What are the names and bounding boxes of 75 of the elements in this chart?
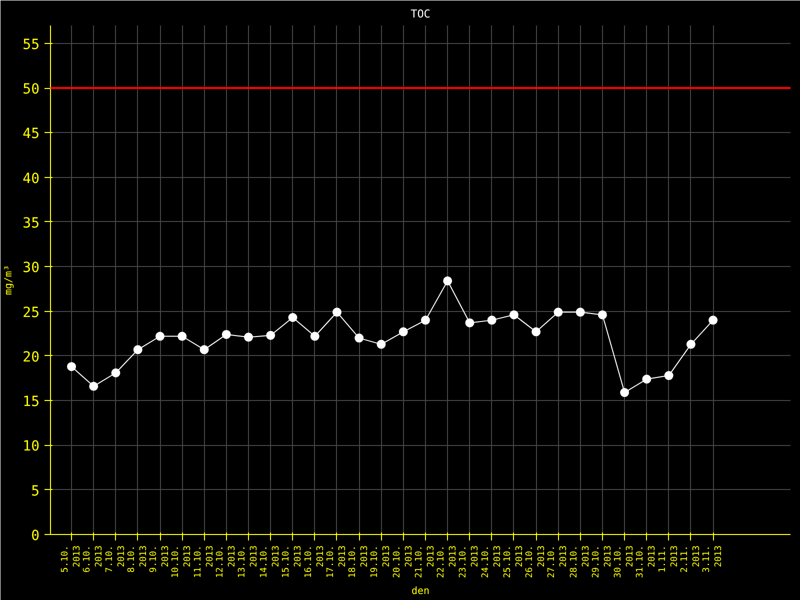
point [598, 310, 607, 320]
point [111, 368, 120, 378]
point [532, 327, 541, 336]
point [310, 332, 320, 341]
x-tick-label: 7.10. 2013 [104, 545, 127, 573]
point [178, 332, 187, 341]
x-tick-label: 1.11. 2013 [658, 545, 680, 573]
x-tick-label: 2.11. 2013 [680, 545, 702, 573]
point [487, 316, 496, 325]
x-tick-label: 21.10. 2013 [414, 545, 436, 578]
y-axis-title: mg/m³ [4, 264, 15, 296]
x-tick-label: 19.10. 2013 [370, 545, 392, 578]
x-tick-label: 17.10. 2013 [326, 545, 348, 578]
point [133, 345, 142, 354]
point [376, 340, 386, 349]
y-tick-label: 40 [22, 170, 40, 187]
point [332, 308, 342, 317]
point [664, 371, 674, 380]
y-tick-label: 20 [22, 349, 40, 366]
x-tick-label: 13.10. 2013 [237, 545, 260, 578]
y-tick-label: 50 [22, 82, 40, 98]
y-tick-label: 30 [22, 260, 40, 276]
x-tick-label: 29.10. 2013 [591, 545, 614, 578]
point [288, 313, 298, 322]
point [67, 362, 76, 372]
x-tick-label: 25.10. 2013 [502, 545, 525, 578]
x-tick-label: 24.10. 2013 [480, 545, 503, 578]
y-tick-label: 0 [31, 528, 40, 544]
point [398, 327, 408, 336]
x-axis-title: den [411, 586, 430, 598]
point [443, 276, 452, 286]
point [354, 334, 364, 343]
y-tick-label: 45 [22, 126, 40, 142]
point [509, 310, 518, 320]
point [686, 340, 696, 349]
x-tick-label: 16.10. 2013 [304, 545, 326, 578]
point [156, 332, 165, 341]
x-tick-label: 12.10. 2013 [215, 545, 238, 578]
chart-title: TOC [410, 8, 430, 20]
x-tick-label: 26.10. 2013 [525, 545, 548, 578]
point [200, 345, 209, 354]
point [642, 374, 652, 384]
x-tick-label: 23.10. 2013 [458, 545, 481, 578]
point [89, 382, 98, 391]
x-tick-label: 5.10. 2013 [60, 545, 83, 573]
x-tick-label: 28.10. 2013 [569, 545, 592, 578]
x-tick-label: 14.10. 2013 [260, 545, 282, 578]
x-tick-label: 6.10. 2013 [82, 545, 105, 573]
x-tick-label: 20.10. 2013 [392, 545, 414, 578]
point [708, 316, 718, 325]
y-tick-label: 35 [22, 215, 40, 232]
x-tick-label: 18.10. 2013 [348, 545, 370, 578]
point [465, 318, 474, 328]
point [222, 330, 231, 339]
y-tick-label: 5 [31, 483, 40, 500]
x-tick-label: 8.10. 2013 [126, 545, 149, 573]
x-tick-label: 22.10. 2013 [436, 545, 459, 578]
x-tick-label: 27.10. 2013 [547, 545, 570, 578]
point [576, 308, 585, 317]
y-tick-label: 10 [22, 438, 40, 455]
point [554, 308, 563, 317]
point [244, 332, 253, 342]
x-tick-label: 9.10. 2013 [149, 545, 172, 573]
x-tick-label: 15.10. 2013 [282, 545, 304, 578]
x-tick-label: 11.10. 2013 [193, 545, 216, 578]
point [266, 330, 276, 340]
x-tick-label: 30.10. 2013 [614, 545, 636, 578]
y-tick-label: 15 [22, 394, 40, 410]
point [420, 316, 430, 325]
y-tick-label: 25 [22, 304, 40, 321]
x-tick-label: 31.10. 2013 [636, 545, 658, 578]
y-tick-label: 55 [22, 36, 40, 53]
x-tick-label: 3.11. 2013 [702, 545, 724, 573]
x-tick-label: 10.10. 2013 [171, 545, 194, 578]
point [620, 388, 630, 398]
